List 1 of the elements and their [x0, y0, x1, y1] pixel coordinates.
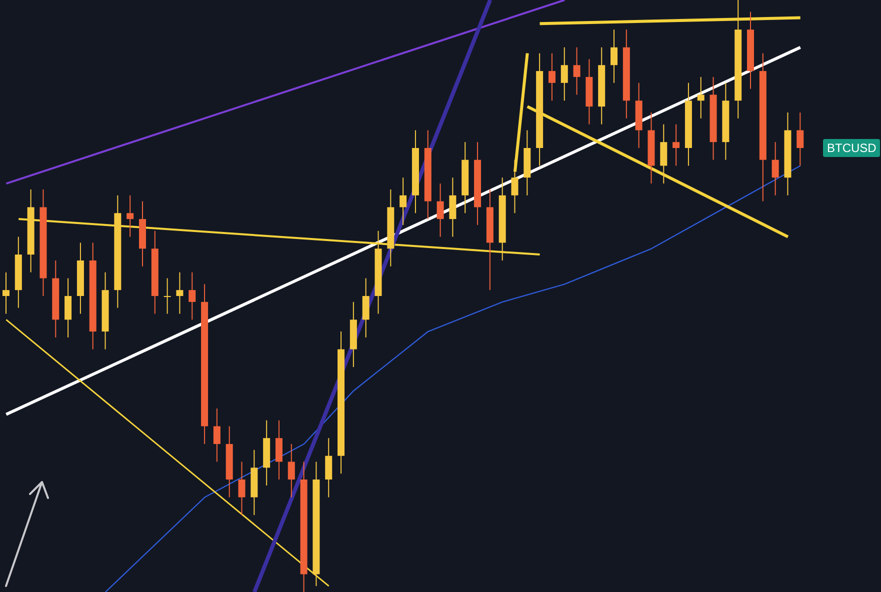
text: BTCUSD	[823, 139, 880, 157]
